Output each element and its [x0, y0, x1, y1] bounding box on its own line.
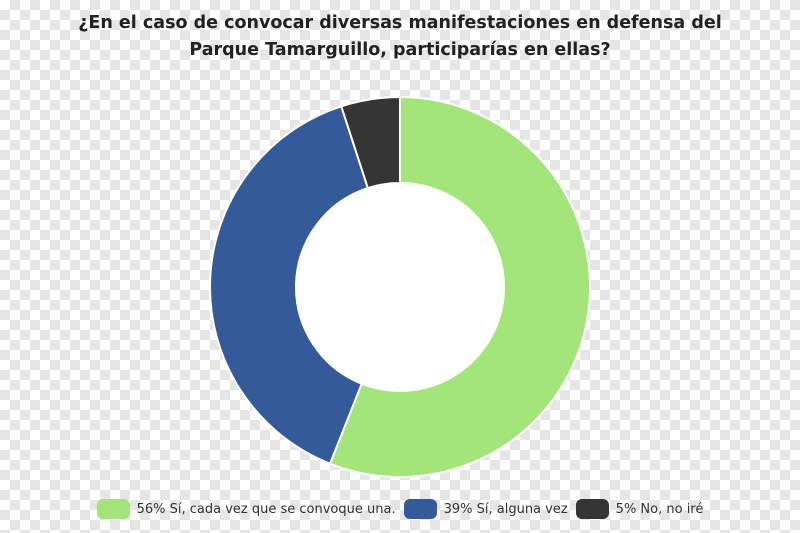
legend-swatch-no — [575, 499, 609, 519]
chart-title: ¿En el caso de convocar diversas manifes… — [0, 10, 800, 64]
legend-swatch-si-alguna-vez — [403, 499, 437, 519]
legend-label-si-siempre: 56% Sí, cada vez que se convoque una. — [136, 501, 396, 517]
donut-slice-no[interactable] — [340, 95, 401, 190]
legend-item-si-alguna-vez[interactable]: 39% Sí, alguna vez — [403, 499, 568, 519]
donut-hole — [297, 184, 503, 390]
donut-slice-si-siempre[interactable] — [328, 95, 591, 478]
legend-swatch-si-siempre — [96, 499, 130, 519]
legend-item-no[interactable]: 5% No, no iré — [575, 499, 704, 519]
legend-item-si-siempre[interactable]: 56% Sí, cada vez que se convoque una. — [96, 499, 396, 519]
donut-slice-si-alguna-vez[interactable] — [208, 105, 370, 465]
chart-legend: 56% Sí, cada vez que se convoque una. 39… — [0, 496, 800, 522]
legend-label-no: 5% No, no iré — [615, 501, 704, 517]
legend-label-si-alguna-vez: 39% Sí, alguna vez — [443, 501, 568, 517]
chart-title-line-1: ¿En el caso de convocar diversas manifes… — [78, 13, 722, 33]
chart-title-line-2: Parque Tamarguillo, participarías en ell… — [189, 40, 611, 60]
